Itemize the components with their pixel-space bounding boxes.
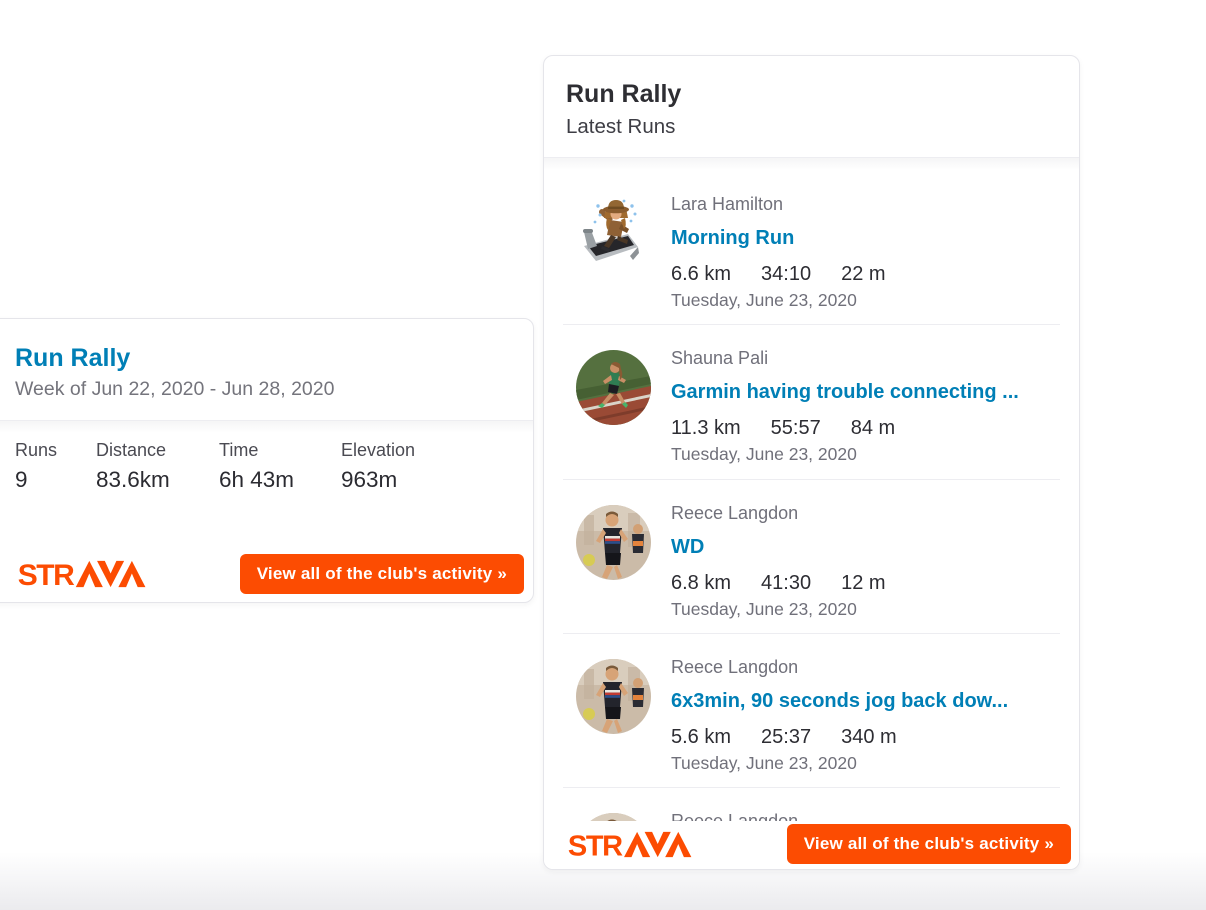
- run-stats: 11.3 km 55:57 84 m: [671, 417, 1079, 440]
- summary-footer: View all of the club's activity »: [15, 554, 524, 594]
- stat-label: Time: [219, 440, 259, 460]
- stat-label: Distance: [96, 440, 167, 460]
- stat-value: 6h 43m: [219, 467, 295, 492]
- stat-distance: Distance 83.6km: [96, 440, 219, 493]
- stat-label: Runs: [15, 440, 58, 460]
- stat-value: 9: [15, 467, 28, 492]
- athlete-avatar-race-runners-photo[interactable]: [576, 658, 651, 734]
- run-distance: 6.8 km: [671, 571, 732, 594]
- run-time: 34:10: [761, 263, 812, 285]
- runs-list: Lara Hamilton Morning Run 6.6 km 34:10 22 …: [544, 170, 1079, 869]
- run-distance: 11.3 km: [671, 417, 741, 440]
- run-date: Tuesday, June 23, 2020: [671, 290, 857, 310]
- week-range-label: Week of Jun 22, 2020 - Jun 28, 2020: [15, 378, 335, 400]
- run-time: 41:30: [761, 571, 812, 594]
- run-title-link[interactable]: WD: [671, 535, 705, 558]
- run-stats: 6.6 km 34:10 22 m: [671, 263, 1079, 286]
- run-title-link[interactable]: Garmin having trouble connecting ...: [671, 381, 1019, 404]
- run-entry: Reece Langdon WD 6.8 km 41:30 12 m Tuesday…: [544, 478, 1079, 633]
- run-distance: 6.6 km: [671, 263, 732, 285]
- view-all-activity-button[interactable]: View all of the club's activity »: [239, 554, 524, 594]
- run-body: Reece Langdon 6x3min, 90 seconds jog bac…: [671, 633, 1079, 773]
- run-entry: Lara Hamilton Morning Run 6.6 km 34:10 22 …: [544, 170, 1079, 324]
- run-stats: 5.6 km 25:37 340 m: [671, 726, 1079, 749]
- run-entry: Reece Langdon 6x3min, 90 seconds jog bac…: [544, 632, 1079, 787]
- run-body: Lara Hamilton Morning Run 6.6 km 34:10 22 …: [671, 170, 1079, 310]
- view-all-activity-button[interactable]: View all of the club's activity »: [786, 824, 1071, 864]
- summary-header: Run Rally Week of Jun 22, 2020 - Jun 28,…: [0, 319, 533, 421]
- run-elevation: 340 m: [841, 725, 897, 748]
- stat-label: Elevation: [341, 440, 416, 460]
- stat-value: 963m: [341, 467, 398, 492]
- run-stats: 6.8 km 41:30 12 m: [671, 572, 1079, 595]
- athlete-avatar-track-runner-photo[interactable]: [576, 350, 651, 426]
- widget-subtitle: Latest Runs: [566, 115, 676, 138]
- athlete-name: Reece Langdon: [671, 656, 799, 677]
- club-name-link[interactable]: Run Rally: [15, 344, 131, 372]
- run-time: 55:57: [770, 417, 821, 440]
- run-elevation: 12 m: [841, 571, 886, 594]
- run-distance: 5.6 km: [671, 725, 732, 748]
- latest-runs-header: Run Rally Latest Runs: [544, 56, 1079, 158]
- run-date: Tuesday, June 23, 2020: [671, 752, 857, 773]
- athlete-avatar-race-runners-photo[interactable]: [576, 504, 651, 580]
- runs-footer: View all of the club's activity »: [544, 821, 1079, 869]
- run-elevation: 22 m: [841, 263, 886, 285]
- run-entry: Shauna Pali Garmin having trouble connec…: [544, 324, 1079, 478]
- header-divider-shade: [544, 158, 1079, 170]
- strava-logo[interactable]: [15, 559, 152, 589]
- athlete-name: Lara Hamilton: [671, 194, 784, 214]
- stat-elevation: Elevation 963m: [341, 440, 415, 493]
- athlete-name: Shauna Pali: [671, 348, 769, 369]
- header-divider-shade: [0, 421, 533, 433]
- stat-value: 83.6km: [96, 467, 170, 492]
- run-title-link[interactable]: Morning Run: [671, 227, 795, 249]
- stat-runs: Runs 9: [15, 440, 96, 493]
- strava-logo[interactable]: [566, 829, 697, 859]
- run-body: Reece Langdon WD 6.8 km 41:30 12 m Tuesday…: [671, 479, 1079, 619]
- run-date: Tuesday, June 23, 2020: [671, 444, 857, 465]
- latest-runs-widget: Run Rally Latest Runs Lara Hamilton Morn…: [543, 55, 1080, 870]
- athlete-name: Reece Langdon: [671, 502, 799, 523]
- run-title-link[interactable]: 6x3min, 90 seconds jog back dow...: [671, 689, 1009, 712]
- athlete-avatar-treadmill-bitmoji[interactable]: [576, 196, 651, 271]
- club-week-stats: Runs 9 Distance 83.6km Time 6h 43m Eleva…: [0, 440, 533, 493]
- club-name-heading: Run Rally: [566, 80, 682, 108]
- run-date: Tuesday, June 23, 2020: [671, 598, 857, 619]
- run-time: 25:37: [761, 725, 812, 748]
- stat-time: Time 6h 43m: [219, 440, 341, 493]
- run-body: Shauna Pali Garmin having trouble connec…: [671, 324, 1079, 464]
- run-elevation: 84 m: [850, 417, 896, 440]
- club-summary-widget: Run Rally Week of Jun 22, 2020 - Jun 28,…: [0, 318, 534, 603]
